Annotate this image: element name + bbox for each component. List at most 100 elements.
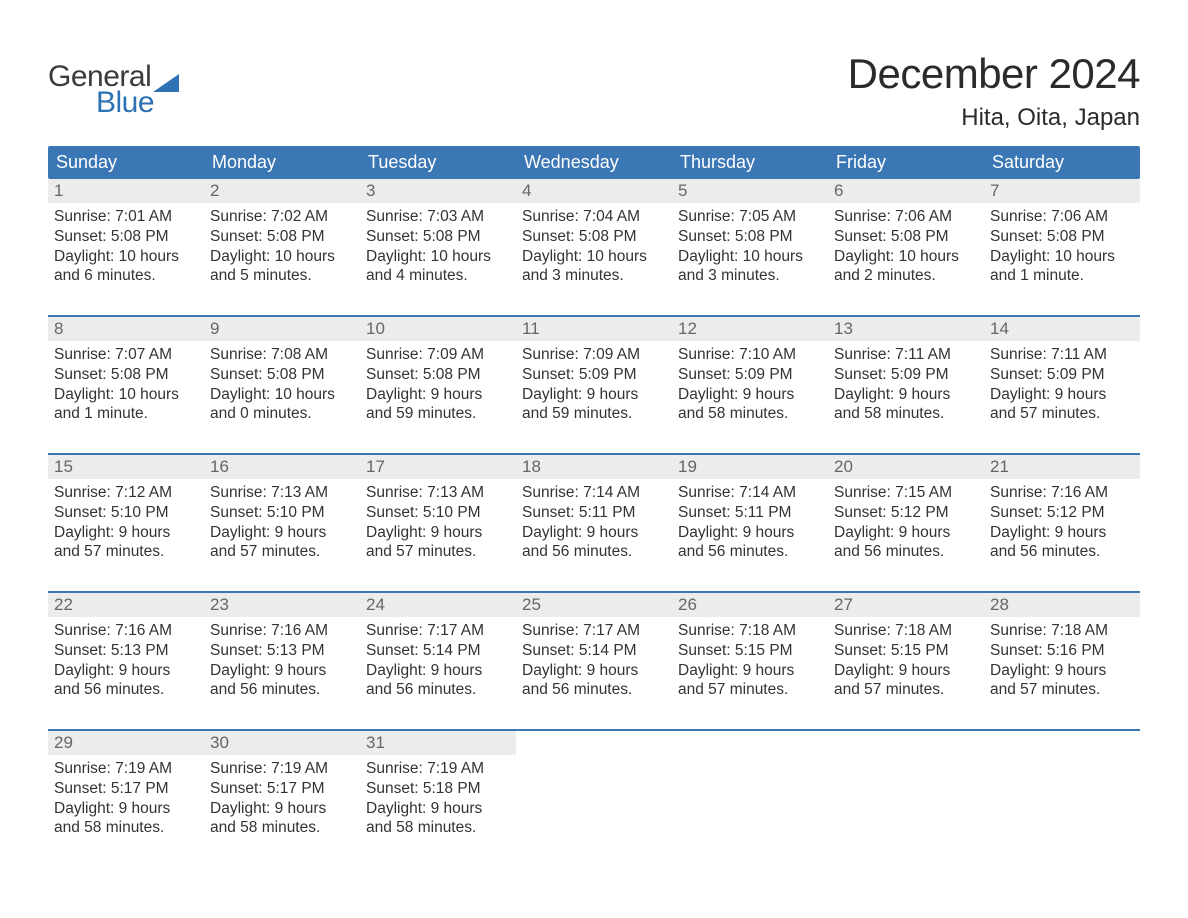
day-d1: Daylight: 10 hours — [522, 247, 666, 267]
weekday-header: Friday — [828, 146, 984, 179]
day-d1: Daylight: 9 hours — [366, 661, 510, 681]
day-sunset: Sunset: 5:14 PM — [366, 641, 510, 661]
day-number: 5 — [672, 179, 828, 203]
day-content: Sunrise: 7:17 AMSunset: 5:14 PMDaylight:… — [360, 617, 516, 704]
day-sunrise: Sunrise: 7:15 AM — [834, 483, 978, 503]
day-d2: and 5 minutes. — [210, 266, 354, 286]
day-d1: Daylight: 9 hours — [678, 385, 822, 405]
day-d2: and 57 minutes. — [834, 680, 978, 700]
day-sunrise: Sunrise: 7:12 AM — [54, 483, 198, 503]
calendar-page: General Blue December 2024 Hita, Oita, J… — [0, 0, 1188, 889]
day-number: 8 — [48, 317, 204, 341]
day-d2: and 57 minutes. — [990, 680, 1134, 700]
week-row: 15Sunrise: 7:12 AMSunset: 5:10 PMDayligh… — [48, 453, 1140, 573]
day-sunset: Sunset: 5:10 PM — [210, 503, 354, 523]
day-d2: and 57 minutes. — [366, 542, 510, 562]
day-d2: and 56 minutes. — [834, 542, 978, 562]
day-sunrise: Sunrise: 7:11 AM — [834, 345, 978, 365]
day-sunrise: Sunrise: 7:08 AM — [210, 345, 354, 365]
weekday-header: Tuesday — [360, 146, 516, 179]
day-d2: and 57 minutes. — [990, 404, 1134, 424]
day-number: 22 — [48, 593, 204, 617]
day-content: Sunrise: 7:06 AMSunset: 5:08 PMDaylight:… — [828, 203, 984, 290]
day-d2: and 56 minutes. — [990, 542, 1134, 562]
day-sunrise: Sunrise: 7:06 AM — [834, 207, 978, 227]
day-d1: Daylight: 9 hours — [834, 523, 978, 543]
calendar-day: 10Sunrise: 7:09 AMSunset: 5:08 PMDayligh… — [360, 317, 516, 435]
day-d2: and 56 minutes. — [678, 542, 822, 562]
day-d2: and 3 minutes. — [678, 266, 822, 286]
calendar-day: 19Sunrise: 7:14 AMSunset: 5:11 PMDayligh… — [672, 455, 828, 573]
calendar-day: 24Sunrise: 7:17 AMSunset: 5:14 PMDayligh… — [360, 593, 516, 711]
day-number: 21 — [984, 455, 1140, 479]
day-sunrise: Sunrise: 7:01 AM — [54, 207, 198, 227]
week-row: 8Sunrise: 7:07 AMSunset: 5:08 PMDaylight… — [48, 315, 1140, 435]
day-content: Sunrise: 7:16 AMSunset: 5:13 PMDaylight:… — [204, 617, 360, 704]
day-content: Sunrise: 7:09 AMSunset: 5:09 PMDaylight:… — [516, 341, 672, 428]
day-sunrise: Sunrise: 7:16 AM — [210, 621, 354, 641]
calendar-day: 12Sunrise: 7:10 AMSunset: 5:09 PMDayligh… — [672, 317, 828, 435]
day-sunrise: Sunrise: 7:11 AM — [990, 345, 1134, 365]
calendar-day: 13Sunrise: 7:11 AMSunset: 5:09 PMDayligh… — [828, 317, 984, 435]
day-d1: Daylight: 10 hours — [366, 247, 510, 267]
calendar-day: 23Sunrise: 7:16 AMSunset: 5:13 PMDayligh… — [204, 593, 360, 711]
day-d1: Daylight: 9 hours — [990, 661, 1134, 681]
day-d2: and 57 minutes. — [678, 680, 822, 700]
day-d2: and 56 minutes. — [210, 680, 354, 700]
day-sunrise: Sunrise: 7:17 AM — [366, 621, 510, 641]
day-content: Sunrise: 7:14 AMSunset: 5:11 PMDaylight:… — [516, 479, 672, 566]
calendar-day: 22Sunrise: 7:16 AMSunset: 5:13 PMDayligh… — [48, 593, 204, 711]
calendar-day: 4Sunrise: 7:04 AMSunset: 5:08 PMDaylight… — [516, 179, 672, 297]
day-sunrise: Sunrise: 7:16 AM — [990, 483, 1134, 503]
day-content: Sunrise: 7:19 AMSunset: 5:17 PMDaylight:… — [48, 755, 204, 842]
day-sunset: Sunset: 5:12 PM — [834, 503, 978, 523]
day-content: Sunrise: 7:18 AMSunset: 5:15 PMDaylight:… — [828, 617, 984, 704]
calendar-day: 30Sunrise: 7:19 AMSunset: 5:17 PMDayligh… — [204, 731, 360, 849]
day-sunset: Sunset: 5:08 PM — [54, 227, 198, 247]
day-sunrise: Sunrise: 7:13 AM — [366, 483, 510, 503]
day-number: 2 — [204, 179, 360, 203]
day-sunset: Sunset: 5:08 PM — [210, 227, 354, 247]
day-sunrise: Sunrise: 7:05 AM — [678, 207, 822, 227]
day-sunset: Sunset: 5:17 PM — [54, 779, 198, 799]
day-sunset: Sunset: 5:09 PM — [678, 365, 822, 385]
weekday-header: Monday — [204, 146, 360, 179]
calendar-day: 1Sunrise: 7:01 AMSunset: 5:08 PMDaylight… — [48, 179, 204, 297]
day-sunset: Sunset: 5:14 PM — [522, 641, 666, 661]
day-d2: and 59 minutes. — [522, 404, 666, 424]
day-number: 18 — [516, 455, 672, 479]
day-d1: Daylight: 9 hours — [366, 799, 510, 819]
week-row: 1Sunrise: 7:01 AMSunset: 5:08 PMDaylight… — [48, 179, 1140, 297]
day-d1: Daylight: 9 hours — [366, 385, 510, 405]
calendar-day: 8Sunrise: 7:07 AMSunset: 5:08 PMDaylight… — [48, 317, 204, 435]
month-title: December 2024 — [848, 50, 1140, 98]
day-content: Sunrise: 7:05 AMSunset: 5:08 PMDaylight:… — [672, 203, 828, 290]
day-content: Sunrise: 7:03 AMSunset: 5:08 PMDaylight:… — [360, 203, 516, 290]
day-sunset: Sunset: 5:10 PM — [54, 503, 198, 523]
day-number: 10 — [360, 317, 516, 341]
day-number: 26 — [672, 593, 828, 617]
day-d1: Daylight: 10 hours — [54, 247, 198, 267]
day-d2: and 58 minutes. — [210, 818, 354, 838]
day-sunset: Sunset: 5:11 PM — [522, 503, 666, 523]
day-sunrise: Sunrise: 7:19 AM — [54, 759, 198, 779]
day-sunrise: Sunrise: 7:09 AM — [522, 345, 666, 365]
day-sunrise: Sunrise: 7:03 AM — [366, 207, 510, 227]
day-d1: Daylight: 10 hours — [210, 247, 354, 267]
day-content: Sunrise: 7:01 AMSunset: 5:08 PMDaylight:… — [48, 203, 204, 290]
day-d1: Daylight: 9 hours — [54, 523, 198, 543]
day-d2: and 58 minutes. — [834, 404, 978, 424]
day-content: Sunrise: 7:09 AMSunset: 5:08 PMDaylight:… — [360, 341, 516, 428]
day-sunrise: Sunrise: 7:14 AM — [522, 483, 666, 503]
day-sunrise: Sunrise: 7:19 AM — [210, 759, 354, 779]
day-sunset: Sunset: 5:08 PM — [366, 227, 510, 247]
calendar-day: 31Sunrise: 7:19 AMSunset: 5:18 PMDayligh… — [360, 731, 516, 849]
day-content: Sunrise: 7:11 AMSunset: 5:09 PMDaylight:… — [984, 341, 1140, 428]
day-sunset: Sunset: 5:08 PM — [678, 227, 822, 247]
day-d2: and 3 minutes. — [522, 266, 666, 286]
day-d2: and 6 minutes. — [54, 266, 198, 286]
calendar-day — [516, 731, 672, 849]
day-d2: and 57 minutes. — [210, 542, 354, 562]
calendar-day: 17Sunrise: 7:13 AMSunset: 5:10 PMDayligh… — [360, 455, 516, 573]
calendar-day: 7Sunrise: 7:06 AMSunset: 5:08 PMDaylight… — [984, 179, 1140, 297]
